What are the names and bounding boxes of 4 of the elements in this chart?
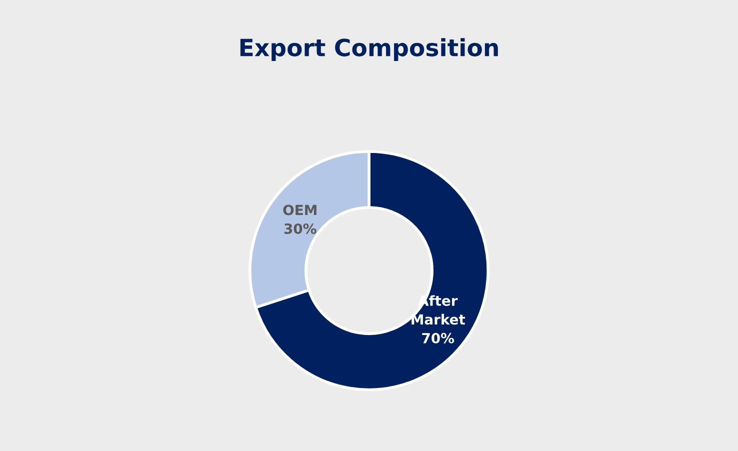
data-label: 70% bbox=[422, 332, 454, 344]
slice-label: OEM bbox=[283, 204, 316, 216]
chart-title: Export Composition bbox=[240, 38, 498, 62]
data-label: 30% bbox=[284, 223, 316, 234]
